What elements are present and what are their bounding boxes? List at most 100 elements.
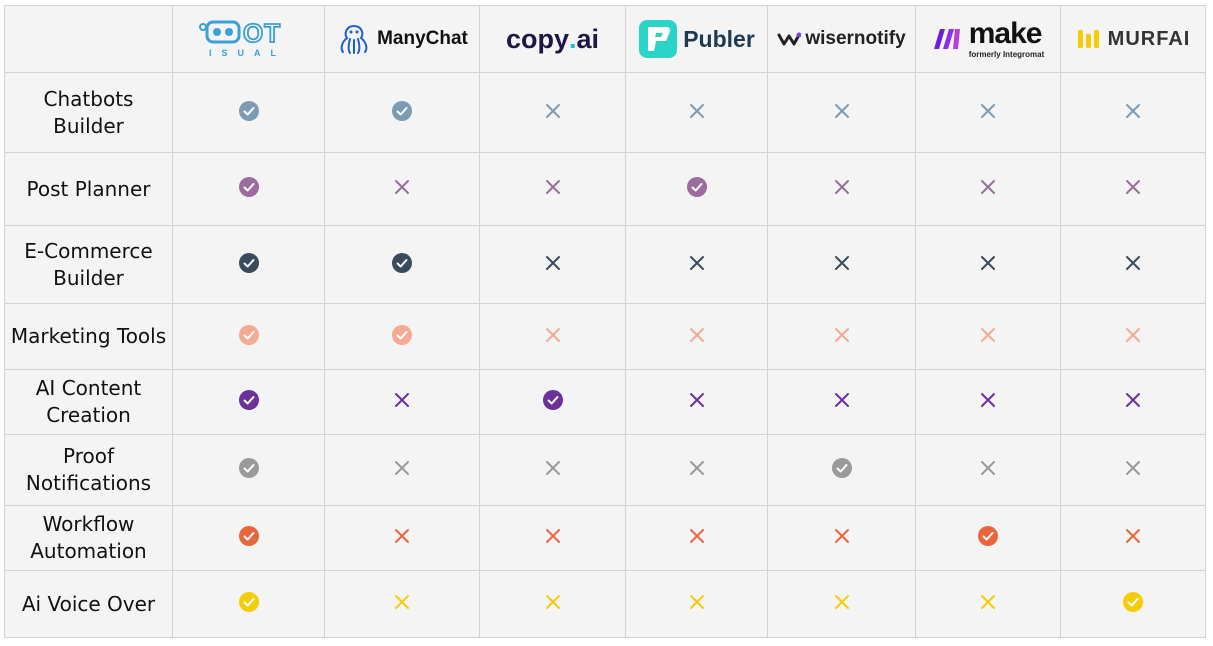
cross-icon bbox=[689, 595, 704, 609]
cross-icon bbox=[545, 529, 560, 543]
botvisual-logo: OT ISUAL bbox=[173, 19, 324, 59]
cell-wisernotify bbox=[767, 369, 916, 435]
cross-icon bbox=[395, 595, 409, 609]
cell-manychat bbox=[324, 152, 480, 226]
cross-icon bbox=[834, 103, 849, 118]
cell-botvisual bbox=[172, 570, 325, 638]
cross-icon bbox=[395, 529, 409, 543]
vendor-header-copyai: copy. ai bbox=[479, 5, 626, 73]
cross-icon bbox=[545, 461, 560, 475]
feature-row: Proof Notifications bbox=[4, 434, 1206, 506]
copyai-logo: copy. ai bbox=[480, 24, 625, 55]
cross-icon bbox=[545, 255, 560, 270]
vendor-header-manychat: ManyChat bbox=[324, 5, 480, 73]
cross-icon bbox=[981, 461, 995, 475]
comparison-body: Chatbots Builder Post Planner E-Commerce Bui… bbox=[4, 72, 1206, 638]
cell-publer bbox=[625, 72, 768, 153]
vendor-header-wisernotify: wisernotify bbox=[767, 5, 916, 73]
cell-botvisual bbox=[172, 152, 325, 226]
cell-manychat bbox=[324, 369, 480, 435]
cell-publer bbox=[625, 505, 768, 571]
cell-publer bbox=[625, 434, 768, 506]
cell-publer bbox=[625, 152, 768, 226]
manychat-octopus-icon bbox=[340, 25, 368, 54]
cell-murfai bbox=[1060, 72, 1206, 153]
publer-p-icon bbox=[639, 20, 678, 58]
check-icon bbox=[238, 324, 259, 345]
publer-wordmark: Publer bbox=[683, 25, 755, 52]
cell-make bbox=[915, 72, 1061, 153]
cell-make bbox=[915, 434, 1061, 506]
feature-label-line: E-Commerce bbox=[24, 238, 153, 263]
murfai-logo: MURFAI bbox=[1061, 26, 1205, 52]
check-icon bbox=[238, 592, 259, 612]
cross-icon bbox=[1126, 255, 1140, 270]
cell-publer bbox=[625, 225, 768, 304]
cross-icon bbox=[545, 103, 560, 118]
feature-label-line: Proof bbox=[62, 444, 114, 468]
feature-label-line: Workflow bbox=[42, 512, 135, 536]
cross-icon bbox=[834, 595, 849, 609]
cross-icon bbox=[689, 255, 704, 270]
make-subtitle: formerly Integromat bbox=[968, 50, 1045, 59]
cell-manychat bbox=[324, 434, 480, 506]
cross-icon bbox=[981, 327, 995, 342]
comparison-table: OT ISUAL ManyChat bbox=[4, 5, 1206, 638]
cell-copyai bbox=[479, 505, 626, 571]
feature-label-line: Chatbots bbox=[43, 86, 134, 111]
cross-icon bbox=[981, 595, 995, 609]
make-wordmark: make bbox=[968, 17, 1043, 50]
feature-row: Ai Voice Over bbox=[4, 570, 1206, 638]
copyai-wordmark-part2: ai bbox=[576, 23, 600, 54]
cell-publer bbox=[625, 369, 768, 435]
feature-label-cell: Workflow Automation bbox=[4, 505, 173, 571]
cross-icon bbox=[834, 255, 849, 270]
cell-copyai bbox=[479, 434, 626, 506]
cross-icon bbox=[545, 180, 560, 194]
cell-manychat bbox=[324, 505, 480, 571]
check-icon bbox=[978, 526, 998, 546]
feature-label-cell: AI Content Creation bbox=[4, 369, 173, 435]
make-mark-icon bbox=[933, 29, 960, 49]
vendor-header-botvisual: OT ISUAL bbox=[172, 5, 325, 73]
corner-cell bbox=[4, 5, 173, 73]
wisernotify-w-icon bbox=[777, 32, 802, 46]
cell-botvisual bbox=[172, 225, 325, 304]
feature-label-line: Automation bbox=[30, 539, 147, 563]
cross-icon bbox=[395, 393, 409, 407]
murfai-mark-icon bbox=[1077, 30, 1099, 48]
feature-row: Marketing Tools bbox=[4, 303, 1206, 370]
cell-make bbox=[915, 225, 1061, 304]
cell-murfai bbox=[1060, 570, 1206, 638]
check-icon bbox=[1123, 592, 1143, 612]
murfai-wordmark-part2: AI bbox=[1168, 27, 1191, 50]
cross-icon bbox=[981, 393, 995, 407]
feature-label-line: Builder bbox=[53, 113, 124, 138]
cross-icon bbox=[1126, 461, 1140, 475]
cell-copyai bbox=[479, 570, 626, 638]
vendor-header-make: make formerly Integromat bbox=[915, 5, 1061, 73]
cell-publer bbox=[625, 570, 768, 638]
cell-copyai bbox=[479, 303, 626, 370]
cross-icon bbox=[689, 461, 704, 475]
cell-botvisual bbox=[172, 369, 325, 435]
feature-row: Workflow Automation bbox=[4, 505, 1206, 571]
manychat-logo: ManyChat bbox=[325, 22, 479, 56]
murfai-wordmark-part1: MURF bbox=[1107, 27, 1169, 50]
cell-make bbox=[915, 303, 1061, 370]
feature-row: Post Planner bbox=[4, 152, 1206, 226]
check-icon bbox=[392, 100, 412, 121]
feature-label-cell: Chatbots Builder bbox=[4, 72, 173, 153]
feature-label-line: Creation bbox=[46, 403, 131, 427]
cell-make bbox=[915, 369, 1061, 435]
cell-wisernotify bbox=[767, 434, 916, 506]
cross-icon bbox=[1126, 327, 1140, 342]
cell-botvisual bbox=[172, 72, 325, 153]
check-icon bbox=[238, 177, 259, 197]
copyai-wordmark-part1: copy bbox=[505, 23, 569, 54]
cross-icon bbox=[545, 595, 560, 609]
check-icon bbox=[238, 526, 259, 546]
cross-icon bbox=[689, 393, 704, 407]
vendor-header-murfai: MURFAI bbox=[1060, 5, 1206, 73]
check-icon bbox=[831, 458, 852, 478]
